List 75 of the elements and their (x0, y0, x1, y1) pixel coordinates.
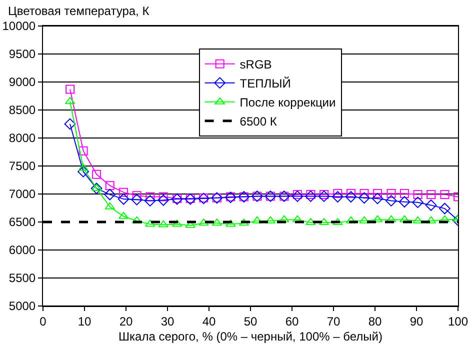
x-tick-label: 20 (119, 314, 133, 328)
point (92, 170, 102, 179)
point (359, 216, 370, 224)
legend-label: ТЕПЛЫЙ (240, 76, 291, 91)
point (118, 193, 130, 205)
x-tick-label: 90 (410, 314, 424, 328)
point (332, 191, 344, 202)
x-tick-label: 60 (285, 314, 299, 328)
x-tick-label: 50 (244, 314, 258, 328)
y-tick-label: 7000 (8, 187, 36, 202)
point (345, 191, 357, 202)
point (238, 218, 249, 226)
y-axis-title: Цветовая температура, К (8, 4, 150, 18)
point (412, 216, 423, 224)
point (439, 202, 450, 214)
point (358, 192, 370, 204)
point (144, 195, 156, 206)
point (279, 215, 290, 222)
x-axis-title: Шкала серого, % (0% – черный, 100% – белый) (118, 329, 382, 344)
point (104, 202, 115, 210)
point (292, 190, 302, 200)
x-tick-label: 80 (368, 314, 382, 328)
point (426, 190, 436, 200)
point (146, 192, 155, 202)
y-tick-label: 6500 (8, 215, 36, 230)
point (333, 188, 342, 198)
point (304, 190, 316, 202)
point (412, 196, 424, 208)
point (185, 220, 196, 228)
legend-label: После коррекции (240, 96, 336, 110)
y-tick-label: 8000 (8, 131, 36, 146)
point (398, 196, 410, 208)
point (386, 188, 396, 198)
legend-label: sRGB (240, 58, 272, 72)
point (131, 194, 142, 206)
point (132, 191, 142, 200)
y-tick-label: 6000 (8, 243, 36, 258)
y-tick-label: 9500 (8, 47, 36, 62)
point (332, 218, 343, 226)
point (346, 188, 356, 198)
x-tick-label: 0 (40, 314, 47, 328)
point (360, 188, 369, 198)
point (385, 195, 397, 206)
y-tick-label: 7500 (8, 159, 36, 174)
point (372, 192, 384, 204)
point (306, 190, 316, 200)
x-tick-label: 10 (78, 314, 92, 328)
point (306, 218, 316, 226)
point (158, 192, 168, 202)
point (440, 190, 450, 200)
point (319, 190, 328, 200)
point (158, 220, 168, 228)
point (318, 190, 330, 202)
point (105, 181, 114, 190)
y-tick-label: 8500 (8, 103, 36, 118)
y-tick-label: 9000 (8, 75, 36, 90)
point (90, 182, 102, 194)
point (400, 188, 409, 198)
point (104, 188, 116, 200)
y-tick-label: 5000 (8, 299, 36, 314)
x-tick-label: 40 (202, 314, 216, 328)
point (413, 190, 422, 200)
point (372, 188, 382, 198)
point (425, 200, 437, 211)
y-tick-label: 10000 (2, 19, 36, 34)
point (78, 166, 89, 178)
point (292, 190, 304, 202)
x-tick-label: 30 (160, 314, 174, 328)
x-tick-label: 100 (448, 314, 468, 328)
point (158, 194, 170, 206)
point (119, 188, 128, 197)
point (78, 146, 88, 156)
legend-label: 6500 К (240, 114, 277, 129)
y-tick-label: 5500 (8, 271, 36, 286)
x-tick-label: 70 (326, 314, 340, 328)
